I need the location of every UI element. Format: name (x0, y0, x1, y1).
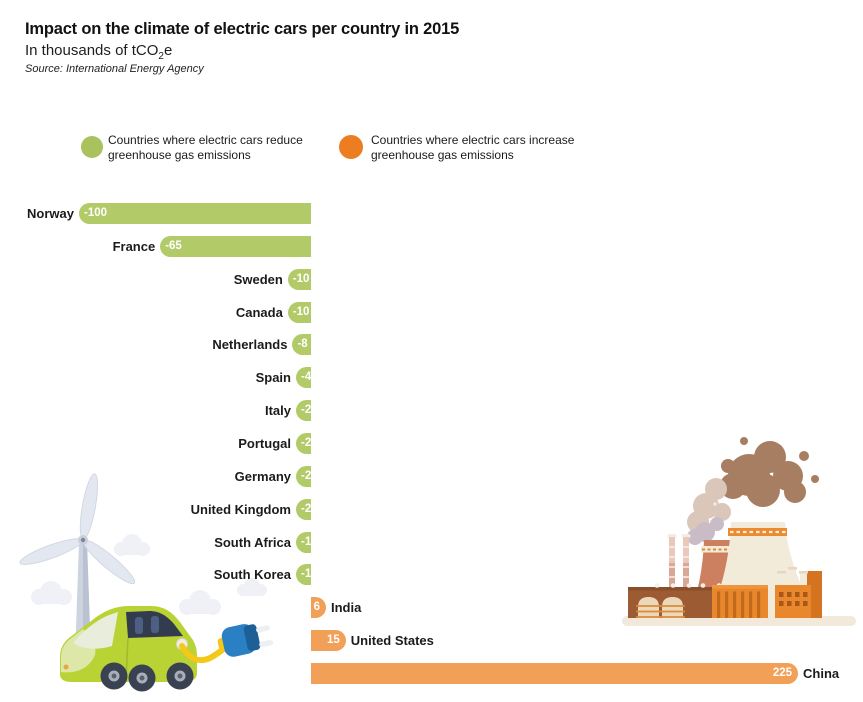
legend-increase-line2: greenhouse gas emissions (371, 147, 514, 162)
label-united-states: United States (350, 633, 434, 648)
bar-norway: -100 (79, 203, 311, 224)
subtitle-suffix: e (163, 42, 173, 59)
bar-south-korea: -1 (296, 564, 311, 585)
electric-car (60, 606, 274, 692)
value-france: -65 (165, 240, 182, 252)
label-france: France (112, 239, 156, 254)
value-germany: -2 (301, 470, 312, 482)
subtitle-subscript: 2 (158, 51, 164, 62)
bar-germany: -2 (296, 466, 311, 487)
label-china: China (803, 666, 840, 681)
legend-increase-line1: Countries where electric cars increase (371, 133, 575, 147)
light-smoke (687, 478, 731, 545)
label-canada: Canada (235, 305, 283, 320)
bar-india: 6 (311, 597, 326, 618)
wheels (100, 662, 194, 692)
ground (622, 616, 856, 626)
headlight (63, 664, 69, 670)
orange-striped-building (712, 585, 768, 618)
silo (636, 597, 685, 618)
windshield (73, 612, 118, 649)
bar-italy: -2 (296, 400, 311, 421)
label-south-korea: South Korea (213, 567, 291, 582)
bar-united-states: 15 (311, 630, 346, 651)
wind-turbine-electric-car-illustration (19, 473, 274, 692)
label-portugal: Portugal (238, 436, 291, 451)
value-italy: -2 (301, 404, 312, 416)
bar-sweden: -10 (287, 269, 311, 290)
bar-france: -65 (160, 236, 311, 257)
value-spain: -4 (301, 371, 312, 383)
legend-reduce-line2: greenhouse gas emissions (108, 147, 251, 162)
page-title: Impact on the climate of electric cars p… (25, 20, 460, 38)
legend-label-reduce: Countries where electric cars reduce gre… (108, 133, 303, 162)
bar-netherlands: -8 (292, 334, 311, 355)
bar-canada: -10 (287, 302, 311, 323)
label-italy: Italy (264, 403, 291, 418)
value-netherlands: -8 (297, 338, 308, 350)
bar-united-kingdom: -2 (296, 499, 311, 520)
label-norway: Norway (27, 206, 74, 221)
factory-illustration (622, 437, 856, 626)
label-united-kingdom: United Kingdom (190, 502, 291, 517)
value-united-kingdom: -2 (301, 503, 312, 515)
bar-china: 225 (311, 663, 798, 684)
bar-portugal: -2 (296, 433, 311, 454)
value-united-states: 15 (327, 634, 340, 646)
bar-south-africa: -1 (296, 532, 311, 553)
clouds (31, 534, 267, 615)
charging-plug-icon (217, 624, 274, 657)
label-netherlands: Netherlands (212, 337, 288, 352)
value-norway: -100 (84, 207, 108, 219)
bar-spain: -4 (296, 367, 311, 388)
chart-subtitle: In thousands of tCO2e (25, 42, 172, 62)
legend-dot-reduce-icon (81, 136, 103, 158)
value-india: 6 (313, 601, 320, 613)
label-spain: Spain (255, 370, 291, 385)
value-portugal: -2 (301, 437, 312, 449)
legend-dot-increase-icon (339, 135, 363, 159)
right-orange-building (775, 567, 822, 618)
legend-reduce-line1: Countries where electric cars reduce (108, 133, 303, 147)
label-south-africa: South Africa (214, 535, 291, 550)
label-germany: Germany (234, 469, 291, 484)
value-south-korea: -1 (301, 568, 312, 580)
brown-smoke (720, 437, 819, 507)
label-india: India (331, 600, 362, 615)
value-canada: -10 (292, 306, 310, 318)
value-sweden: -10 (292, 273, 310, 285)
subtitle-text: In thousands of tCO (25, 42, 159, 59)
value-south-africa: -1 (301, 536, 312, 548)
striped-chimneys (667, 534, 691, 589)
label-sweden: Sweden (233, 272, 283, 287)
legend-label-increase: Countries where electric cars increase g… (371, 133, 574, 162)
value-china: 225 (772, 667, 792, 679)
source-note: Source: International Energy Agency (25, 63, 204, 75)
